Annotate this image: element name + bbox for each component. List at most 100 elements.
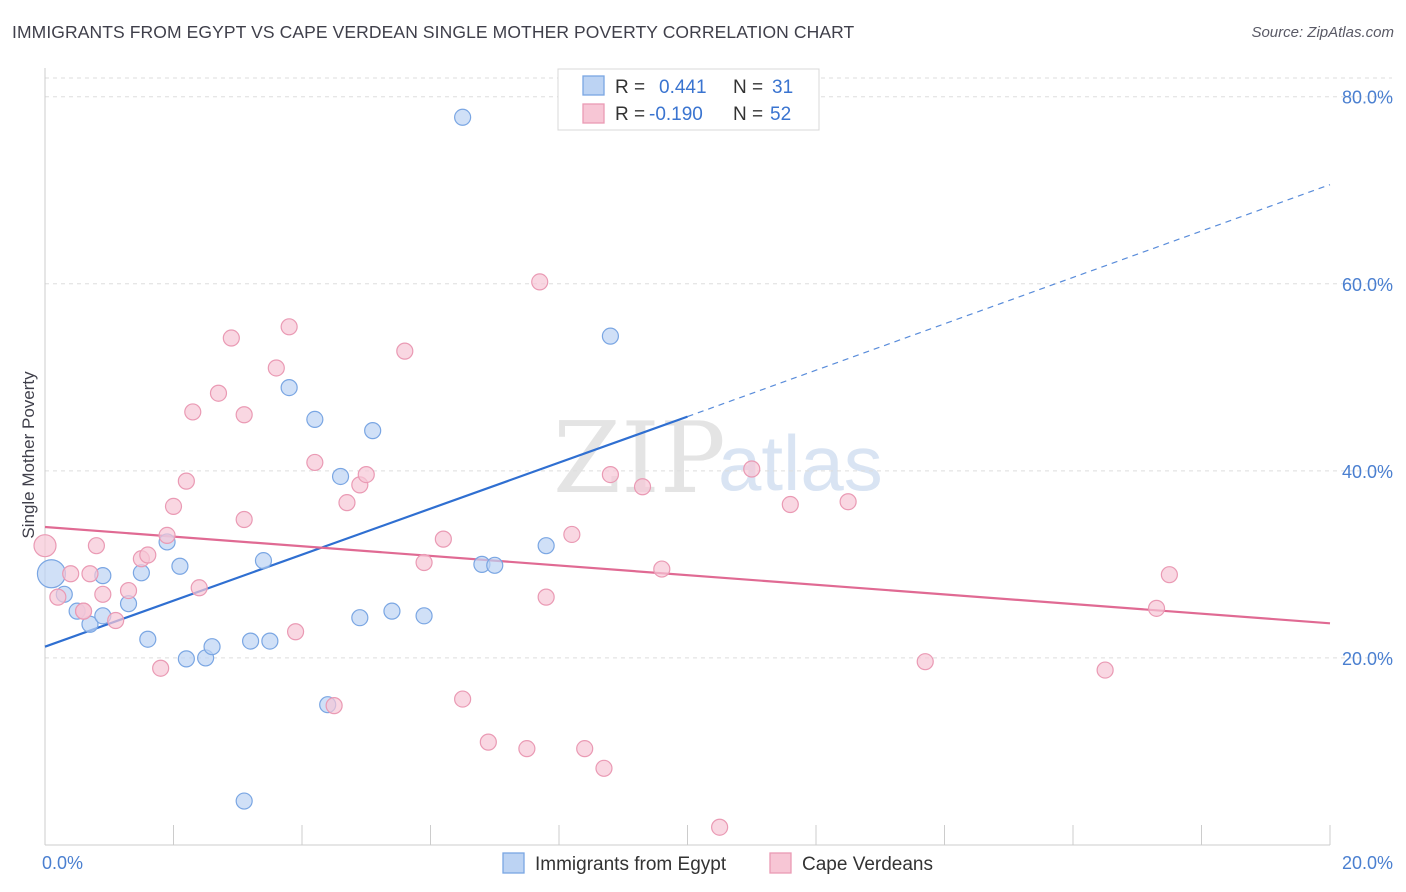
legend-label-egypt: Immigrants from Egypt (535, 854, 727, 875)
egypt-point (203, 638, 221, 656)
cape-verdean-point (633, 478, 652, 496)
x-tick-label-max: 20.0% (1342, 853, 1393, 873)
legend-swatch-egypt (502, 852, 525, 874)
y-tick-label: 60.0% (1342, 275, 1393, 295)
egypt-point (601, 327, 620, 345)
cape-verdean-point (177, 472, 195, 490)
egypt-point (486, 556, 504, 574)
source-credit: Source: ZipAtlas.com (1251, 24, 1394, 41)
egypt-point (36, 559, 67, 589)
egypt-point (280, 379, 298, 397)
stats-r-value-cape-verdean: -0.190 (649, 104, 703, 125)
series-legend: Immigrants from Egypt Cape Verdeans (502, 852, 933, 875)
cape-verdean-point (537, 588, 555, 606)
cape-verdean-point (781, 495, 799, 514)
cape-verdean-point (184, 403, 202, 421)
cape-verdean-point (286, 623, 305, 641)
stats-n-label-cape-verdean: N = (733, 104, 763, 125)
cape-verdean-point (531, 273, 549, 291)
egypt-point (261, 632, 279, 650)
axes: 20.0% 40.0% 60.0% 80.0% 0.0% 20.0% (42, 68, 1393, 873)
trend-lines (44, 184, 1331, 648)
egypt-point (171, 557, 189, 575)
cape-verdean-point (139, 546, 157, 564)
egypt-point (139, 630, 157, 648)
cape-verdean-point (518, 740, 536, 758)
egypt-point (351, 609, 369, 627)
stats-n-value-egypt: 31 (772, 77, 793, 98)
cape-verdean-point (325, 697, 343, 715)
cape-verdean-point (164, 497, 183, 515)
cape-verdean-point (839, 493, 857, 511)
cape-verdean-point (267, 359, 285, 377)
stats-legend-swatch-cape-verdean (582, 103, 605, 124)
cape-verdean-point (415, 553, 433, 572)
egypt-trend-extension (687, 184, 1331, 418)
stats-n-value-cape-verdean: 52 (770, 104, 791, 125)
cape-verdean-point (94, 585, 112, 603)
cape-verdean-point (357, 465, 375, 484)
cape-verdean-point (235, 406, 253, 424)
egypt-point (242, 632, 260, 650)
cape-verdean-point (1096, 661, 1114, 679)
egypt-point (177, 650, 195, 668)
egypt-point (415, 607, 433, 625)
cape-verdean-point (280, 318, 298, 336)
stats-n-label-egypt: N = (733, 77, 763, 98)
cape-verdean-point (338, 494, 356, 512)
stats-r-value-egypt: 0.441 (659, 77, 707, 98)
egypt-point (331, 467, 350, 486)
egypt-point (235, 792, 253, 810)
cape-verdean-point (306, 453, 324, 472)
cape-verdean-point (576, 740, 594, 758)
egypt-point (454, 108, 472, 126)
x-tick-label-min: 0.0% (42, 853, 83, 873)
cape-verdean-point (653, 560, 671, 578)
cape-verdean-point (743, 460, 761, 478)
cape-verdean-point (454, 690, 472, 708)
cape-verdean-point (1160, 566, 1178, 584)
cape-verdean-point (601, 465, 620, 484)
cape-verdean-point (152, 659, 170, 677)
stats-r-label-egypt: R = (615, 77, 645, 98)
egypt-trend-line (44, 415, 688, 648)
egypt-point (383, 602, 401, 620)
cape-verdean-point (81, 565, 99, 583)
gridlines (45, 77, 1392, 659)
cape-verdean-point (158, 526, 176, 544)
stats-r-label-cape-verdean: R = (615, 104, 645, 125)
egypt-point (364, 422, 382, 440)
cape-verdean-trend-line (44, 525, 1331, 625)
cape-verdean-point (74, 602, 93, 620)
watermark-atlas: atlas (718, 419, 883, 507)
cape-verdean-point (119, 581, 138, 600)
cape-verdean-point (235, 510, 253, 529)
cape-verdean-point (190, 579, 208, 597)
egypt-point (306, 410, 324, 429)
y-tick-label: 40.0% (1342, 462, 1393, 482)
chart-title: IMMIGRANTS FROM EGYPT VS CAPE VERDEAN SI… (12, 22, 855, 42)
stats-legend-swatch-egypt (582, 75, 605, 96)
y-tick-label: 20.0% (1342, 649, 1393, 669)
cape-verdean-point (1147, 599, 1166, 617)
stats-legend: R = 0.441 N = 31 R = -0.190 N = 52 (557, 68, 820, 131)
cape-verdean-point (107, 611, 125, 630)
cape-verdean-point (563, 525, 581, 544)
legend-label-cape-verdean: Cape Verdeans (802, 854, 933, 875)
cape-verdean-point (87, 537, 106, 555)
cape-verdean-point (711, 818, 729, 836)
y-tick-label: 80.0% (1342, 88, 1393, 108)
cape-verdean-point (396, 342, 414, 360)
cape-verdean-point (222, 329, 240, 347)
cape-verdean-point (595, 759, 613, 777)
cape-verdean-point (62, 565, 80, 583)
cape-verdean-point (49, 588, 67, 606)
watermark-zip: ZIP (553, 402, 726, 516)
cape-verdean-point (33, 534, 57, 558)
cape-verdean-point (434, 530, 452, 548)
egypt-point (254, 552, 273, 570)
cape-verdean-point (479, 733, 497, 751)
data-points (33, 108, 1178, 836)
egypt-point (537, 537, 555, 555)
